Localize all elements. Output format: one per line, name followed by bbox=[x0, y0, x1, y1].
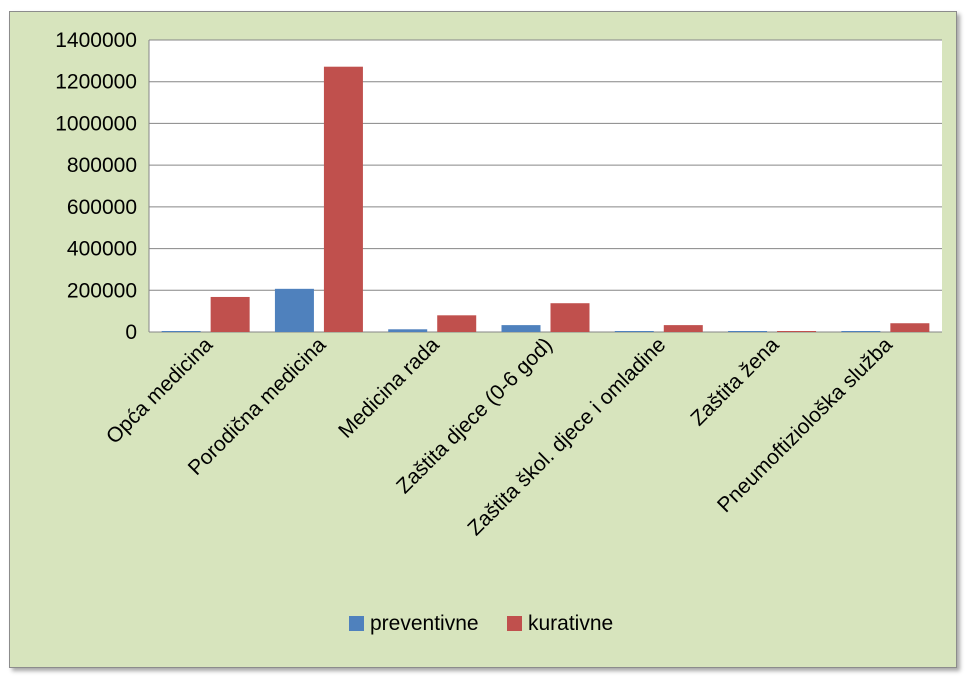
bar-kurativne-5 bbox=[777, 331, 817, 332]
legend-label-preventivne: preventivne bbox=[370, 612, 479, 635]
y-tick-label: 1200000 bbox=[55, 71, 137, 94]
bar-preventivne-2 bbox=[388, 329, 428, 332]
x-category-label: Zaštita žena bbox=[686, 333, 783, 430]
bar-chart: 0 200000 400000 600000 800000 1000000 1200000 1… bbox=[55, 29, 942, 635]
bar-preventivne-6 bbox=[841, 331, 881, 332]
bar-preventivne-4 bbox=[614, 331, 654, 332]
y-tick-label: 1000000 bbox=[55, 112, 137, 135]
y-tick-label: 800000 bbox=[67, 154, 137, 177]
y-tick-label: 600000 bbox=[67, 196, 137, 219]
legend: preventivne kurativne bbox=[349, 612, 613, 635]
bar-kurativne-6 bbox=[890, 323, 930, 332]
plot-area bbox=[149, 40, 942, 332]
bar-kurativne-4 bbox=[663, 325, 703, 332]
bar-preventivne-3 bbox=[501, 325, 541, 332]
y-tick-label: 200000 bbox=[67, 279, 137, 302]
bar-preventivne-5 bbox=[728, 331, 768, 332]
legend-swatch-preventivne bbox=[349, 616, 364, 631]
y-tick-label: 1400000 bbox=[55, 29, 137, 52]
x-category-label: Opća medicina bbox=[102, 333, 218, 449]
y-axis-tick-labels: 0 200000 400000 600000 800000 1000000 1200000 1… bbox=[55, 29, 137, 344]
x-category-label: Medicina rada bbox=[334, 333, 444, 443]
x-category-label: Zaštita škol. djece i omladine bbox=[463, 333, 670, 540]
bar-kurativne-0 bbox=[210, 296, 250, 332]
bar-kurativne-3 bbox=[550, 303, 590, 332]
legend-swatch-kurativne bbox=[507, 616, 522, 631]
bar-kurativne-2 bbox=[437, 315, 477, 332]
chart-frame: 0 200000 400000 600000 800000 1000000 1200000 1… bbox=[9, 11, 957, 668]
legend-label-kurativne: kurativne bbox=[528, 612, 613, 635]
bar-kurativne-1 bbox=[323, 66, 363, 332]
bars bbox=[161, 66, 930, 332]
bar-preventivne-0 bbox=[161, 331, 201, 332]
bar-preventivne-1 bbox=[274, 288, 314, 332]
y-tick-label: 0 bbox=[125, 321, 137, 344]
y-tick-label: 400000 bbox=[67, 238, 137, 261]
